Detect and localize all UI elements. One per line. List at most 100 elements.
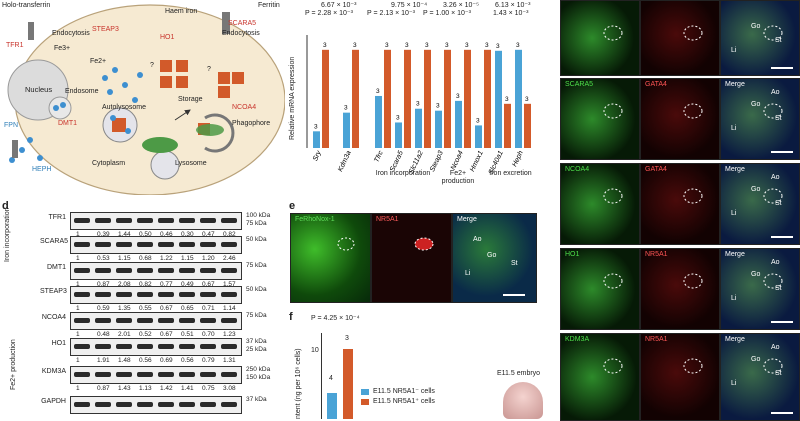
ncoa4-label: NCOA4 — [232, 104, 257, 111]
wb-quant-value: 0.56 — [181, 357, 194, 364]
wb-row-scara5: SCARA5 — [40, 238, 69, 245]
wb-quant-value: 1.35 — [118, 305, 131, 312]
n-label: 3 — [376, 88, 380, 95]
grid-tile-r4-green: KDM3A — [560, 333, 640, 421]
tick-tfrc: Tfrc — [373, 149, 385, 163]
storage-label: Storage — [178, 96, 203, 103]
n-label: 3 — [405, 42, 409, 49]
wb-quant-value: 0.79 — [202, 357, 215, 364]
wb-band — [200, 318, 216, 323]
gonad-outline — [603, 188, 623, 204]
wb-band — [137, 292, 153, 297]
wb-blot-scara5 — [70, 236, 242, 254]
grid-tile-r2-green: NCOA4 — [560, 163, 640, 245]
panel-f-ylabel: ntent (ng per 10⁶ cells) — [295, 348, 302, 419]
n-label: 3 — [385, 42, 389, 49]
grid-tile-r2-merge: Merge Ao Go St Li — [720, 163, 800, 245]
wb-quant-value: 1.41 — [181, 385, 194, 392]
wb-row-steap3: STEAP3 — [40, 288, 67, 295]
steap3-label: STEAP3 — [92, 26, 119, 33]
bar-sry-s0 — [313, 131, 320, 148]
gonad-outline — [683, 358, 703, 374]
kda-marker: 50 kDa — [246, 236, 267, 243]
li-label: Li — [731, 295, 737, 302]
kda-marker: 37 kDa — [246, 338, 267, 345]
wb-band — [221, 268, 237, 273]
gonad-outline — [603, 358, 623, 374]
grid-tile-label: GATA4 — [645, 166, 667, 173]
side-group-fe2-production: Fe2+ production — [10, 339, 17, 390]
wb-quant-value: 0.49 — [181, 281, 194, 288]
endosome-label: Endosome — [65, 88, 99, 95]
wb-quant-value: 0.56 — [139, 357, 152, 364]
wb-quant-value: 1.14 — [223, 305, 236, 312]
nr5a1-tile: NR5A1 — [371, 213, 452, 303]
wb-band — [74, 242, 90, 247]
gonad-outline — [683, 25, 703, 41]
wb-band — [200, 372, 216, 377]
group-iron-incorporation: Iron incorporation — [375, 170, 431, 177]
wb-band — [158, 402, 174, 407]
gonad-outline — [603, 25, 623, 41]
wb-band — [74, 218, 90, 223]
grid-tile-r1-green: SCARA5 — [560, 78, 640, 160]
n-label: 3 — [476, 117, 480, 124]
wb-row-ncoa4: NCOA4 — [41, 314, 66, 321]
ao-label-e: Ao — [473, 236, 482, 243]
grid-tile-r1-merge: Merge Ao Go St Li — [720, 78, 800, 160]
bar-sry-s1 — [322, 49, 329, 149]
st-label: St — [775, 370, 782, 377]
ferritin-label: Ferritin — [258, 2, 280, 9]
scale-bar — [771, 151, 793, 153]
wb-quant-value: 1.15 — [118, 255, 131, 262]
wb-quant-value: 2.08 — [118, 281, 131, 288]
grid-tile-label: GATA4 — [645, 81, 667, 88]
panel-d-letter: d — [2, 200, 9, 212]
bar-ncoa4-s1 — [464, 49, 471, 149]
wb-band — [158, 268, 174, 273]
scale-bar — [771, 236, 793, 238]
iron-metabolism-diagram: Holo-transferrin TFR1 Endocytosis STEAP3… — [0, 0, 286, 196]
grid-tile-label: NR5A1 — [645, 251, 668, 258]
wb-quant-value: 3.08 — [223, 385, 236, 392]
wb-band — [116, 344, 132, 349]
embryo-label: E11.5 embryo — [497, 370, 541, 377]
wb-band — [221, 372, 237, 377]
gonad-outline — [763, 358, 783, 374]
wb-band — [179, 268, 195, 273]
wb-quant-value: 0.55 — [139, 305, 152, 312]
nucleus-label: Nucleus — [25, 85, 53, 94]
st-label: St — [775, 200, 782, 207]
gonad-outline — [763, 103, 783, 119]
grid-tile-label: NR5A1 — [645, 336, 668, 343]
pvalue-left: P = 2.28 × 10⁻³ — [305, 10, 353, 17]
wb-band — [74, 344, 90, 349]
n-label: 3 — [344, 105, 348, 112]
kda-marker: 50 kDa — [246, 286, 267, 293]
kda-marker: 25 kDa — [246, 346, 267, 353]
wb-quant-value: 0.53 — [97, 255, 110, 262]
wb-band — [221, 402, 237, 407]
dmt1-label: DMT1 — [58, 120, 78, 127]
wb-blot-tfr1 — [70, 212, 242, 230]
fpn-channel — [12, 140, 18, 158]
wb-band — [137, 268, 153, 273]
wb-band — [200, 218, 216, 223]
pvalue-mid2: P = 1.00 × 10⁻³ — [423, 10, 471, 17]
wb-band — [200, 242, 216, 247]
wb-band — [116, 242, 132, 247]
wb-quant-value: 2.46 — [223, 255, 236, 262]
go-label: Go — [751, 271, 761, 278]
pvalue-mid1-top: 9.75 × 10⁻⁴ — [391, 2, 428, 9]
f-n-left: 4 — [329, 375, 333, 382]
wb-band — [158, 344, 174, 349]
kda-marker: 250 kDa — [246, 366, 271, 373]
wb-quant-value: 0.51 — [181, 331, 194, 338]
wb-band — [74, 292, 90, 297]
grid-tile-r3-green: HO1 — [560, 248, 640, 330]
wb-quant-value: 2.01 — [118, 331, 131, 338]
gonad-outline — [603, 273, 623, 289]
panel-f-pvalue: P = 4.25 × 10⁻⁴ — [311, 315, 360, 322]
st-label-e: St — [511, 260, 518, 267]
pvalue-right: 1.43 × 10⁻³ — [493, 10, 529, 17]
